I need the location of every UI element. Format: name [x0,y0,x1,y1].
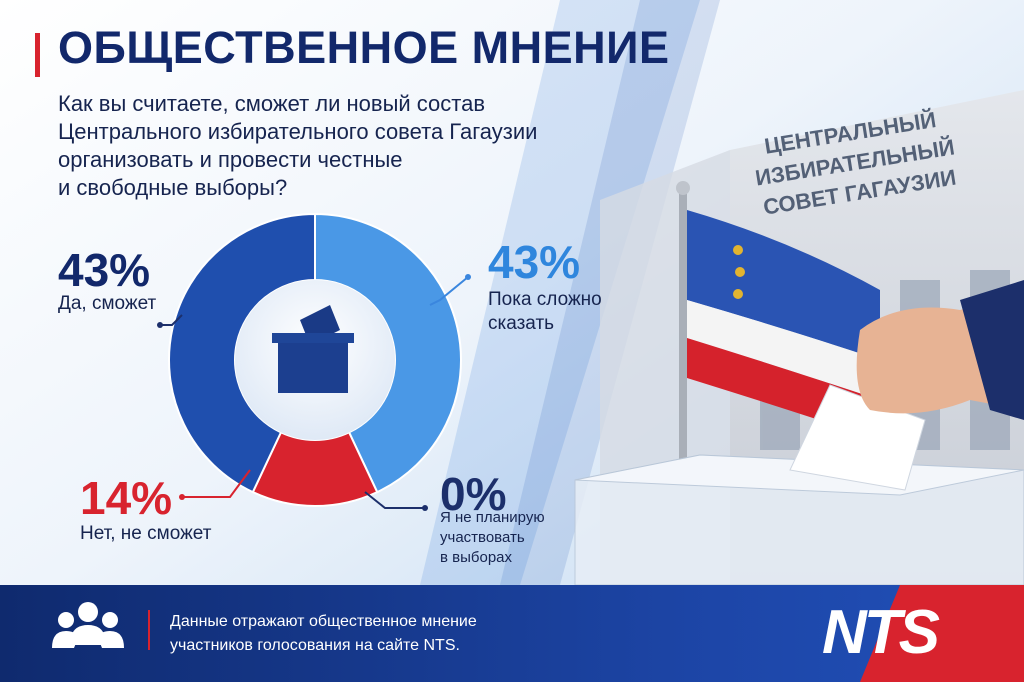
slice-label: Нет, не сможет [80,523,212,544]
connector-dots [157,274,471,511]
flag-stars [733,245,745,299]
sleeve [960,280,1024,420]
connectors [160,276,469,509]
ballot-icon [272,305,354,393]
question: Как вы считаете, сможет ли новый состав … [58,91,538,200]
logo: NTS [822,598,940,667]
footer-divider [148,610,150,650]
flag-white [687,300,880,400]
slice-label: Пока сложно сказать [488,289,602,334]
title-accent [35,33,40,77]
footer [0,585,1024,682]
value-label: 0% [440,468,507,520]
flagpole [679,190,687,460]
chart-title: ОБЩЕСТВЕННОЕ МНЕНИЕ [58,22,670,73]
footer-red [860,585,1024,682]
slice-label: Я не планирую участвовать в выборах [440,509,545,566]
stripe [420,0,700,585]
value-label: 43% [58,244,151,296]
people-icon [52,602,124,648]
value-label: 14% [80,472,173,524]
donut [168,212,462,507]
value-label: 43% [488,236,581,288]
slice-label: Да, сможет [58,293,157,314]
flagpole-top [676,181,690,195]
footnote: Данные отражают общественное мнение учас… [170,613,477,654]
